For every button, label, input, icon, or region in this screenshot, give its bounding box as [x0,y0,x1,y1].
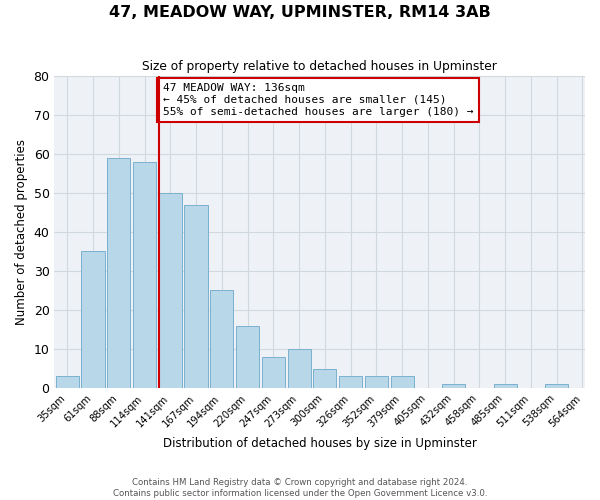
Bar [442,384,465,388]
Title: Size of property relative to detached houses in Upminster: Size of property relative to detached ho… [142,60,497,73]
Bar [365,376,388,388]
Bar [262,357,285,388]
Text: Contains HM Land Registry data © Crown copyright and database right 2024.
Contai: Contains HM Land Registry data © Crown c… [113,478,487,498]
Bar [210,290,233,388]
Bar [56,376,79,388]
Text: 47, MEADOW WAY, UPMINSTER, RM14 3AB: 47, MEADOW WAY, UPMINSTER, RM14 3AB [109,5,491,20]
Bar [236,326,259,388]
Bar [107,158,130,388]
Text: 47 MEADOW WAY: 136sqm
← 45% of detached houses are smaller (145)
55% of semi-det: 47 MEADOW WAY: 136sqm ← 45% of detached … [163,84,473,116]
Bar [391,376,414,388]
Bar [82,252,104,388]
Bar [287,349,311,388]
Y-axis label: Number of detached properties: Number of detached properties [15,139,28,325]
Bar [159,193,182,388]
Bar [339,376,362,388]
Bar [494,384,517,388]
Bar [545,384,568,388]
X-axis label: Distribution of detached houses by size in Upminster: Distribution of detached houses by size … [163,437,476,450]
Bar [184,204,208,388]
Bar [313,368,337,388]
Bar [133,162,156,388]
